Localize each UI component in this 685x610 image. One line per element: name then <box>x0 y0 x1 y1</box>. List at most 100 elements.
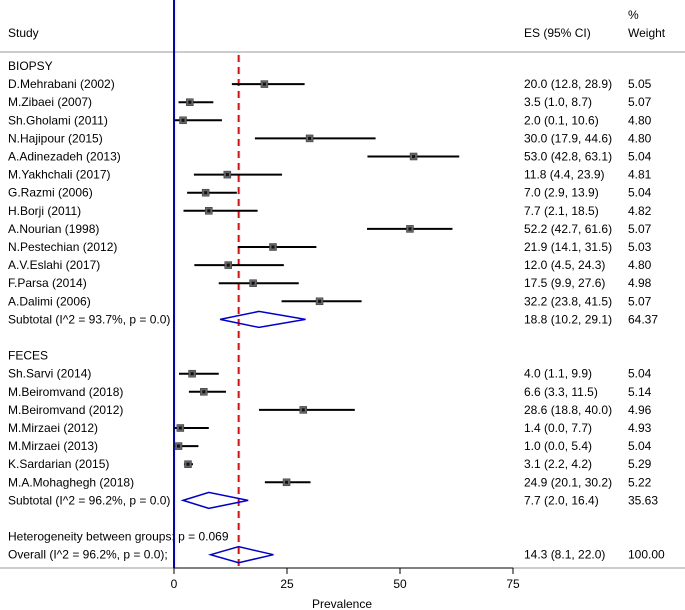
x-tick-label: 0 <box>171 577 178 591</box>
subtotal-diamond <box>219 310 306 329</box>
point-center <box>271 245 275 249</box>
study-es: 12.0 (4.5, 24.3) <box>524 258 605 272</box>
study-es: 17.5 (9.9, 27.6) <box>524 276 605 290</box>
study-weight: 5.07 <box>628 294 652 308</box>
study-weight: 5.04 <box>628 150 652 164</box>
point-center <box>251 281 255 285</box>
study-label: A.Dalimi (2006) <box>8 294 91 308</box>
study-weight: 4.81 <box>628 168 652 182</box>
study-label: D.Mehrabani (2002) <box>8 77 115 91</box>
study-label: M.Beiromvand (2018) <box>8 385 123 399</box>
study-es: 1.0 (0.0, 5.4) <box>524 439 592 453</box>
overall-weight: 100.00 <box>628 548 665 562</box>
point-center <box>225 173 229 177</box>
point-center <box>181 118 185 122</box>
x-tick-label: 25 <box>280 577 294 591</box>
subtotal-label: Subtotal (I^2 = 93.7%, p = 0.0) <box>8 312 170 326</box>
study-es: 7.7 (2.1, 18.5) <box>524 204 599 218</box>
study-weight: 4.80 <box>628 113 652 127</box>
study-es: 24.9 (20.1, 30.2) <box>524 475 612 489</box>
study-es: 3.5 (1.0, 8.7) <box>524 95 592 109</box>
study-es: 20.0 (12.8, 28.9) <box>524 77 612 91</box>
header-study: Study <box>8 26 39 40</box>
study-weight: 5.29 <box>628 457 652 471</box>
study-label: N.Pestechian (2012) <box>8 240 117 254</box>
header-weight: Weight <box>628 26 666 40</box>
study-es: 21.9 (14.1, 31.5) <box>524 240 612 254</box>
study-label: K.Sardarian (2015) <box>8 457 109 471</box>
point-center <box>301 408 305 412</box>
study-weight: 5.07 <box>628 95 652 109</box>
point-center <box>412 155 416 158</box>
x-tick-label: 50 <box>393 577 407 591</box>
point-center <box>186 462 190 466</box>
point-center <box>308 136 312 140</box>
group-label: FECES <box>8 349 48 363</box>
study-label: Sh.Gholami (2011) <box>8 113 108 127</box>
subtotal-es: 7.7 (2.0, 16.4) <box>524 493 599 507</box>
study-label: M.Mirzaei (2012) <box>8 421 98 435</box>
study-label: M.Yakhchali (2017) <box>8 168 111 182</box>
study-es: 28.6 (18.8, 40.0) <box>524 403 612 417</box>
point-center <box>178 426 182 430</box>
study-weight: 4.80 <box>628 131 652 145</box>
heterogeneity-text: Heterogeneity between groups: p = 0.069 <box>8 530 229 544</box>
study-es: 1.4 (0.0, 7.7) <box>524 421 592 435</box>
overall-es: 14.3 (8.1, 22.0) <box>524 548 605 562</box>
study-label: G.Razmi (2006) <box>8 186 93 200</box>
study-label: A.V.Eslahi (2017) <box>8 258 100 272</box>
study-es: 30.0 (17.9, 44.6) <box>524 131 612 145</box>
point-center <box>190 372 194 376</box>
study-label: A.Nourian (1998) <box>8 222 99 236</box>
subtotal-diamond <box>180 491 249 510</box>
point-center <box>318 299 322 303</box>
point-center <box>177 444 181 448</box>
point-center <box>285 480 289 484</box>
study-label: Sh.Sarvi (2014) <box>8 367 91 381</box>
group-label: BIOPSY <box>8 59 53 73</box>
study-weight: 5.04 <box>628 186 652 200</box>
study-label: N.Hajipour (2015) <box>8 131 103 145</box>
point-center <box>202 390 206 394</box>
point-center <box>262 82 266 86</box>
study-weight: 4.96 <box>628 403 652 417</box>
study-label: M.Beiromvand (2012) <box>8 403 123 417</box>
point-center <box>408 227 412 231</box>
study-es: 3.1 (2.2, 4.2) <box>524 457 592 471</box>
subtotal-weight: 35.63 <box>628 493 658 507</box>
x-axis-label: Prevalence <box>312 597 372 610</box>
study-es: 11.8 (4.4, 23.9) <box>524 168 605 182</box>
point-center <box>226 263 230 267</box>
study-label: A.Adinezadeh (2013) <box>8 150 121 164</box>
study-es: 52.2 (42.7, 61.6) <box>524 222 612 236</box>
study-es: 6.6 (3.3, 11.5) <box>524 385 598 399</box>
point-center <box>188 100 192 104</box>
study-label: H.Borji (2011) <box>8 204 81 218</box>
study-weight: 4.82 <box>628 204 652 218</box>
study-weight: 4.80 <box>628 258 652 272</box>
header-weight-percent: % <box>628 8 639 22</box>
subtotal-label: Subtotal (I^2 = 96.2%, p = 0.0) <box>8 493 170 507</box>
study-es: 53.0 (42.8, 63.1) <box>524 150 612 164</box>
study-weight: 5.03 <box>628 240 652 254</box>
x-tick-label: 75 <box>506 577 520 591</box>
header-es: ES (95% CI) <box>524 26 591 40</box>
study-es: 7.0 (2.9, 13.9) <box>524 186 599 200</box>
overall-diamond <box>207 545 274 564</box>
study-weight: 5.14 <box>628 385 652 399</box>
study-weight: 5.07 <box>628 222 652 236</box>
study-es: 32.2 (23.8, 41.5) <box>524 294 612 308</box>
study-weight: 5.05 <box>628 77 652 91</box>
study-es: 4.0 (1.1, 9.9) <box>524 367 592 381</box>
study-label: M.Zibaei (2007) <box>8 95 92 109</box>
study-weight: 5.22 <box>628 475 652 489</box>
point-center <box>204 191 208 195</box>
study-weight: 4.93 <box>628 421 652 435</box>
study-weight: 5.04 <box>628 367 652 381</box>
study-label: M.Mirzaei (2013) <box>8 439 98 453</box>
study-es: 2.0 (0.1, 10.6) <box>524 113 599 127</box>
study-weight: 5.04 <box>628 439 652 453</box>
study-label: F.Parsa (2014) <box>8 276 87 290</box>
study-label: M.A.Mohaghegh (2018) <box>8 475 134 489</box>
